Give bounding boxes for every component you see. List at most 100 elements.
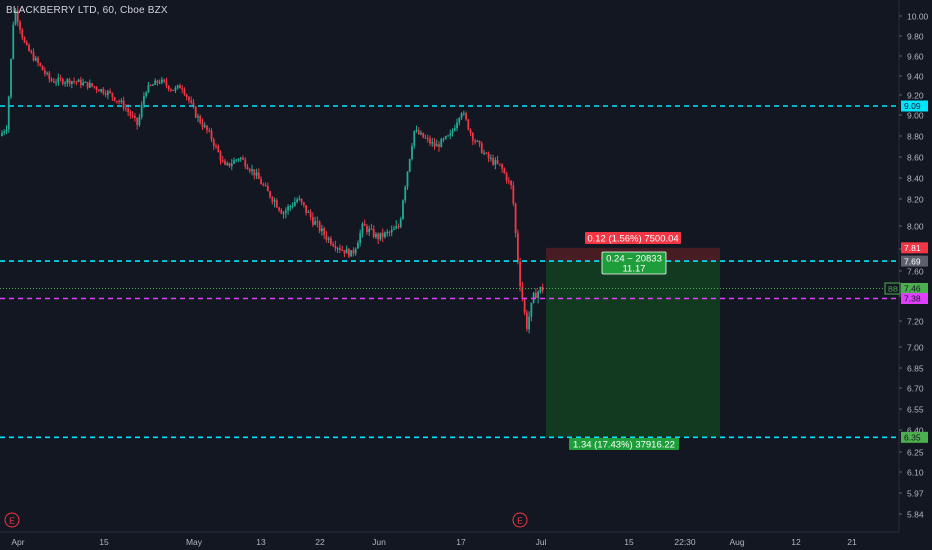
candle-body (181, 88, 184, 90)
candle-body (348, 248, 350, 257)
candle-body (368, 228, 371, 233)
price-tick-label: 8.00 (907, 222, 924, 232)
candle-body (350, 250, 353, 257)
candle-body (390, 229, 393, 233)
candle-body (104, 93, 107, 96)
candle-body (415, 130, 418, 132)
price-badge-bg (901, 255, 928, 267)
candle-body (239, 157, 242, 160)
candle-body (341, 249, 344, 251)
candle-body (311, 217, 314, 225)
price-badge-bg (901, 100, 928, 112)
target-zone[interactable] (546, 261, 720, 438)
price-badge-7.46: 7.46 BB (884, 282, 928, 295)
stop-label-text: 0.12 (1.56%) 7500.04 (587, 234, 678, 245)
candle-body (307, 211, 310, 213)
time-axis[interactable]: Apr 15 May 13 22 Jun 17 Jul 15 22:30 Aug 12 21 (0, 531, 899, 547)
candle-body (264, 185, 267, 187)
time-tick-label: 15 (99, 537, 109, 547)
candle-body (55, 82, 57, 84)
candle-body (516, 233, 519, 262)
candle-body (255, 172, 258, 176)
candle-body (19, 21, 21, 30)
candle-body (158, 82, 161, 84)
candle-body (433, 142, 436, 147)
price-tick-label: 8.20 (907, 195, 924, 205)
candle-body (66, 79, 69, 83)
price-tick-label: 6.25 (907, 448, 924, 458)
price-tick-label: 9.40 (907, 72, 924, 82)
candle-body (192, 102, 195, 107)
candle-body (298, 198, 301, 200)
candle-body (345, 248, 348, 254)
price-badge-bg (901, 242, 928, 254)
time-tick-label: 21 (847, 537, 857, 547)
candle-body (318, 222, 321, 232)
candle-body (41, 65, 44, 71)
time-tick-label: 22 (315, 537, 325, 547)
candle-body (404, 186, 407, 201)
candle-body (377, 233, 380, 240)
candle-body (375, 233, 377, 238)
candle-body (406, 171, 409, 187)
time-tick-label: 15 (624, 537, 634, 547)
candle-body (1, 132, 3, 136)
stop-label: 0.12 (1.56%) 7500.04 (585, 232, 681, 245)
candle-body (145, 92, 148, 96)
candle-body (219, 152, 222, 161)
candle-body (23, 37, 26, 43)
candle-body (194, 106, 197, 118)
candle-body (453, 128, 456, 131)
candle-body (253, 169, 256, 176)
candle-body (68, 79, 71, 85)
earnings-event-icon[interactable]: E (512, 512, 528, 528)
candle-body (282, 212, 285, 214)
candle-body (395, 226, 398, 229)
candle-body (165, 81, 168, 86)
price-tick-label: 9.00 (907, 111, 924, 121)
time-tick-label: May (186, 537, 203, 547)
candle-body (501, 164, 503, 169)
candle-body (471, 133, 474, 141)
target-label-bg (569, 438, 679, 450)
time-tick-label: 17 (456, 537, 466, 547)
candle-body (483, 152, 485, 154)
candle-body (170, 89, 172, 91)
price-badge-6.35: 6.35 (901, 431, 928, 443)
candle-body (120, 100, 123, 103)
candle-body (10, 58, 12, 97)
candle-body (474, 140, 476, 142)
candle-body (399, 218, 402, 227)
candle-body (217, 146, 220, 153)
price-tick-label: 8.60 (907, 153, 924, 163)
candle-body (440, 138, 443, 148)
candle-body (199, 116, 202, 123)
candle-body (154, 80, 157, 85)
price-tick-label: 9.60 (907, 52, 924, 62)
price-tick-label: 6.70 (907, 384, 924, 394)
candle-body (203, 125, 206, 127)
candle-body (246, 166, 249, 170)
price-axis[interactable]: 10.00 9.80 9.60 9.40 9.20 9.00 8.80 8.60 8.40 8.2… (898, 0, 929, 532)
candle-body (163, 79, 166, 82)
candle-body (95, 87, 98, 90)
candle-body (82, 82, 84, 86)
candle-body (16, 10, 19, 22)
price-badge-bg (901, 293, 928, 304)
candle-body (302, 202, 305, 206)
candle-body (233, 160, 235, 164)
candle-body (320, 228, 323, 232)
candle-body (316, 221, 319, 223)
candle-body (77, 79, 80, 82)
candle-body (25, 42, 28, 45)
candle-body (354, 248, 357, 254)
candle-body (456, 122, 458, 129)
candle-body (530, 302, 533, 317)
candle-body (251, 169, 253, 172)
candle-body (489, 158, 492, 160)
time-tick-label: 22:30 (674, 537, 696, 547)
earnings-event-icon[interactable]: E (4, 512, 20, 528)
price-badge-7.38: 7.38 (901, 293, 928, 304)
price-tick-label: 6.10 (907, 468, 924, 478)
